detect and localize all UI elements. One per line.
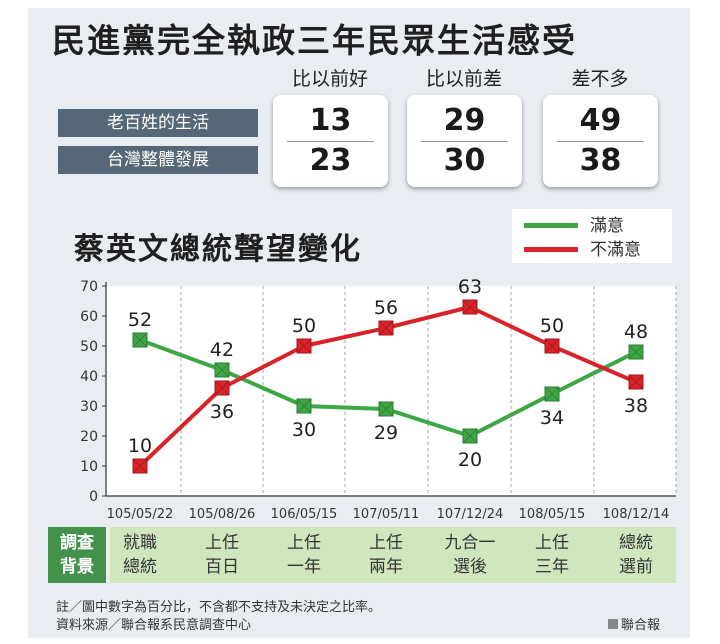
- survey-background-text: 選前: [619, 557, 653, 577]
- survey-background-item: 九合一 選後: [430, 527, 510, 579]
- data-point-mark: [544, 338, 560, 354]
- data-point-mark: [296, 338, 312, 354]
- value-development-same: 38: [579, 143, 622, 178]
- x-tick-label: 105/08/26: [189, 507, 256, 522]
- legend-label-satisfied: 滿意: [590, 216, 624, 236]
- data-point-mark: [378, 320, 394, 336]
- main-title: 民進黨完全執政三年民眾生活感受: [52, 21, 577, 60]
- survey-background-item: 總統 選前: [596, 527, 676, 579]
- data-point-mark: [132, 332, 148, 348]
- value-livelihood-worse: 29: [443, 103, 486, 138]
- credit-square-icon: [608, 619, 618, 629]
- value-card-better: 13 23: [273, 95, 388, 187]
- column-header-same: 差不多: [571, 68, 629, 90]
- survey-background-text: 選後: [453, 557, 487, 577]
- column-header-better: 比以前好: [291, 68, 368, 90]
- survey-background-label: 調查 背景: [48, 527, 106, 583]
- publisher-name: 聯合報: [621, 618, 661, 633]
- data-point-mark: [378, 401, 394, 417]
- data-point-mark: [462, 299, 478, 315]
- survey-background-row: [110, 527, 676, 583]
- column-header-worse: 比以前差: [425, 68, 502, 90]
- x-tick-label: 108/12/14: [603, 507, 670, 522]
- x-tick-label: 107/12/24: [437, 507, 504, 522]
- survey-background-label-line1: 調查: [60, 533, 94, 553]
- survey-background-text: 三年: [535, 557, 569, 577]
- survey-background-text: 上任: [369, 533, 403, 553]
- legend-swatch-dissatisfied: [524, 247, 578, 252]
- data-label-dissatisfied: 38: [624, 395, 648, 417]
- y-tick-label: 0: [89, 489, 98, 505]
- y-tick-label: 50: [80, 339, 98, 355]
- x-tick-label: 108/05/15: [519, 507, 586, 522]
- value-livelihood-same: 49: [579, 103, 622, 138]
- y-tick-label: 60: [80, 309, 98, 325]
- survey-background-text: 總統: [123, 557, 157, 577]
- source-note: 資料來源／聯合報系民意調查中心: [56, 618, 252, 633]
- value-development-worse: 30: [443, 143, 486, 178]
- data-label-satisfied: 29: [374, 422, 398, 444]
- data-label-dissatisfied: 10: [128, 435, 152, 457]
- publisher-credit: 聯合報: [608, 614, 660, 633]
- data-point-mark: [296, 398, 312, 414]
- data-label-dissatisfied: 50: [540, 315, 564, 337]
- row-label-livelihood: 老百姓的生活: [58, 109, 258, 137]
- row-label-development: 台灣整體發展: [58, 146, 258, 174]
- data-label-dissatisfied: 63: [458, 276, 482, 298]
- survey-background-text: 一年: [287, 557, 321, 577]
- data-label-satisfied: 30: [292, 419, 316, 441]
- chart-title: 蔡英文總統聲望變化: [74, 232, 362, 267]
- survey-background-text: 總統: [619, 533, 653, 553]
- data-label-satisfied: 20: [458, 449, 482, 471]
- survey-background-item: 上任 三年: [512, 527, 592, 579]
- data-label-satisfied: 48: [624, 321, 648, 343]
- data-point-mark: [628, 344, 644, 360]
- footnote: 註／圖中數字為百分比，不含都不支持及未決定之比率。: [56, 600, 382, 615]
- data-point-mark: [462, 428, 478, 444]
- survey-background-label-line2: 背景: [60, 557, 94, 577]
- survey-background-item: 上任 一年: [264, 527, 344, 579]
- data-label-dissatisfied: 56: [374, 297, 398, 319]
- data-label-satisfied: 42: [210, 339, 234, 361]
- y-tick-label: 20: [80, 429, 98, 445]
- data-point-mark: [132, 458, 148, 474]
- data-label-dissatisfied: 50: [292, 315, 316, 337]
- survey-background-item: 上任 百日: [182, 527, 262, 579]
- y-tick-label: 40: [80, 369, 98, 385]
- survey-background-text: 九合一: [444, 533, 496, 553]
- data-point-mark: [628, 374, 644, 390]
- x-tick-label: 105/05/22: [107, 507, 174, 522]
- value-card-worse: 29 30: [407, 95, 522, 187]
- survey-background-item: 就職 總統: [100, 527, 180, 579]
- card-divider: [287, 141, 374, 142]
- chart-legend: 滿意 不滿意: [512, 209, 672, 263]
- value-card-same: 49 38: [543, 95, 658, 187]
- data-label-satisfied: 52: [128, 309, 152, 331]
- data-label-dissatisfied: 36: [210, 401, 234, 423]
- data-point-mark: [544, 386, 560, 402]
- survey-background-text: 上任: [287, 533, 321, 553]
- data-label-satisfied: 34: [540, 407, 564, 429]
- survey-background-text: 百日: [205, 557, 239, 577]
- value-livelihood-better: 13: [309, 103, 352, 138]
- survey-background-item: 上任 兩年: [346, 527, 426, 579]
- survey-background-text: 兩年: [369, 557, 403, 577]
- data-point-mark: [214, 380, 230, 396]
- y-tick-label: 70: [80, 279, 98, 295]
- survey-background-text: 就職: [123, 533, 157, 553]
- legend-label-dissatisfied: 不滿意: [590, 240, 641, 260]
- survey-background-text: 上任: [535, 533, 569, 553]
- data-point-mark: [214, 362, 230, 378]
- card-divider: [557, 141, 644, 142]
- card-divider: [421, 141, 508, 142]
- y-tick-label: 10: [80, 459, 98, 475]
- x-tick-label: 106/05/15: [271, 507, 338, 522]
- y-tick-label: 30: [80, 399, 98, 415]
- legend-swatch-satisfied: [524, 223, 578, 228]
- survey-background-text: 上任: [205, 533, 239, 553]
- x-tick-label: 107/05/11: [353, 507, 420, 522]
- value-development-better: 23: [309, 143, 352, 178]
